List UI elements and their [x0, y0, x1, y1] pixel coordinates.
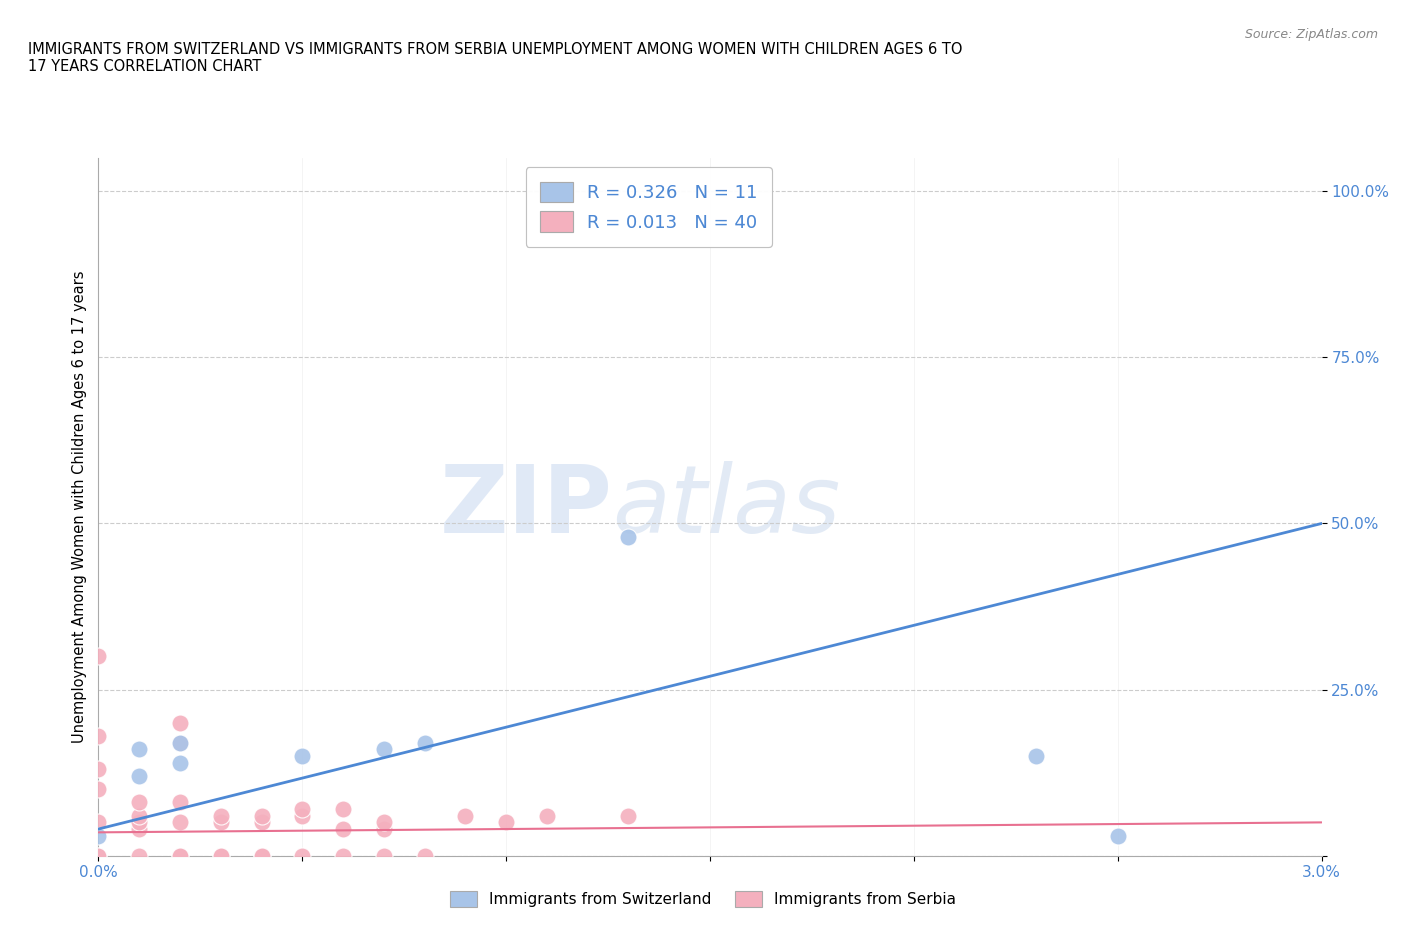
Point: [291, 848, 314, 863]
Point: [128, 808, 150, 823]
Y-axis label: Unemployment Among Women with Children Ages 6 to 17 years: Unemployment Among Women with Children A…: [72, 271, 87, 743]
Point: [87, 848, 110, 863]
Point: [169, 848, 191, 863]
Point: [128, 815, 150, 830]
Point: [332, 848, 354, 863]
Point: [495, 815, 517, 830]
Point: [250, 815, 273, 830]
Point: [169, 736, 191, 751]
Point: [87, 649, 110, 664]
Text: atlas: atlas: [612, 461, 841, 552]
Point: [1025, 749, 1047, 764]
Point: [128, 848, 150, 863]
Point: [169, 715, 191, 730]
Point: [291, 802, 314, 817]
Point: [209, 848, 232, 863]
Point: [128, 821, 150, 836]
Point: [291, 749, 314, 764]
Point: [169, 736, 191, 751]
Point: [128, 742, 150, 757]
Point: [209, 815, 232, 830]
Point: [291, 808, 314, 823]
Point: [169, 755, 191, 770]
Point: [373, 742, 395, 757]
Point: [373, 815, 395, 830]
Point: [536, 808, 558, 823]
Point: [169, 815, 191, 830]
Point: [250, 808, 273, 823]
Point: [373, 848, 395, 863]
Point: [87, 762, 110, 777]
Point: [87, 815, 110, 830]
Point: [169, 795, 191, 810]
Point: [209, 848, 232, 863]
Point: [617, 808, 640, 823]
Point: [128, 768, 150, 783]
Point: [413, 848, 436, 863]
Text: ZIP: ZIP: [439, 461, 612, 552]
Point: [87, 848, 110, 863]
Text: Source: ZipAtlas.com: Source: ZipAtlas.com: [1244, 28, 1378, 41]
Point: [373, 821, 395, 836]
Point: [1107, 829, 1129, 844]
Point: [169, 848, 191, 863]
Point: [87, 829, 110, 844]
Legend: Immigrants from Switzerland, Immigrants from Serbia: Immigrants from Switzerland, Immigrants …: [443, 884, 963, 913]
Point: [209, 808, 232, 823]
Point: [250, 848, 273, 863]
Point: [128, 795, 150, 810]
Point: [87, 728, 110, 743]
Point: [454, 808, 477, 823]
Point: [87, 782, 110, 797]
Point: [250, 848, 273, 863]
Point: [332, 821, 354, 836]
Point: [332, 802, 354, 817]
Point: [413, 736, 436, 751]
Point: [617, 529, 640, 544]
Text: IMMIGRANTS FROM SWITZERLAND VS IMMIGRANTS FROM SERBIA UNEMPLOYMENT AMONG WOMEN W: IMMIGRANTS FROM SWITZERLAND VS IMMIGRANT…: [28, 42, 963, 74]
Legend: R = 0.326   N = 11, R = 0.013   N = 40: R = 0.326 N = 11, R = 0.013 N = 40: [526, 167, 772, 246]
